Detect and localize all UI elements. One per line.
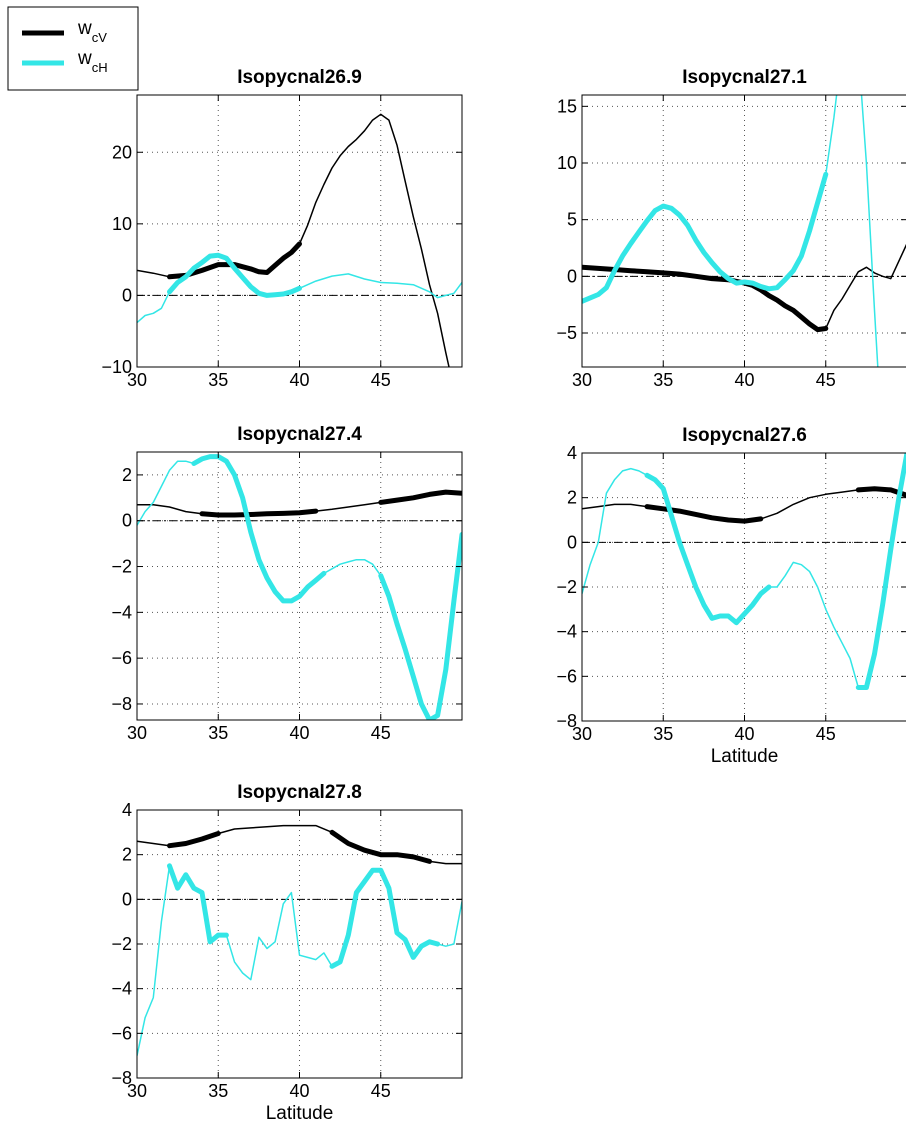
x-tick-label: 35 xyxy=(653,724,673,744)
legend-label-wcH: wcH xyxy=(77,48,108,75)
panel-title: Isopycnal27.6 xyxy=(682,425,807,446)
panel-title: Isopycnal26.9 xyxy=(237,67,362,88)
y-tick-label: 5 xyxy=(567,210,577,230)
x-axis-label: Latitude xyxy=(711,746,779,767)
x-tick-label: 45 xyxy=(371,1081,391,1101)
series-wcH-bold-segment xyxy=(167,252,302,298)
series-wcV-bold-segment xyxy=(644,504,764,524)
y-tick-label: −8 xyxy=(556,711,577,731)
series-wcV-line xyxy=(582,243,906,331)
series-wcH-bold-segment xyxy=(191,454,327,604)
y-tick-label: 15 xyxy=(557,96,577,116)
y-tick-label: 0 xyxy=(122,285,132,305)
y-tick-label: −4 xyxy=(111,602,132,622)
y-tick-label: 0 xyxy=(567,266,577,286)
series-wcH-bold-segment xyxy=(855,453,906,690)
x-tick-label: 40 xyxy=(289,1081,309,1101)
x-tick-label: 40 xyxy=(289,370,309,390)
series-wcV-bold-segment xyxy=(167,241,302,280)
y-tick-label: 0 xyxy=(122,511,132,531)
series-wcH-bold-segment xyxy=(329,867,441,969)
y-tick-label: −6 xyxy=(556,666,577,686)
panel-title: Isopycnal27.1 xyxy=(682,67,807,88)
y-tick-label: −4 xyxy=(111,979,132,999)
x-tick-label: 40 xyxy=(734,724,754,744)
y-tick-label: −4 xyxy=(556,622,577,642)
y-tick-label: 10 xyxy=(557,153,577,173)
x-tick-label: 35 xyxy=(208,1081,228,1101)
x-axis-label: Latitude xyxy=(266,1103,334,1124)
y-tick-label: 4 xyxy=(567,443,577,463)
x-tick-label: 30 xyxy=(127,1081,147,1101)
x-tick-label: 40 xyxy=(734,370,754,390)
series-wcV-bold-segment xyxy=(378,489,462,505)
y-tick-label: −5 xyxy=(556,323,577,343)
panel-title: Isopycnal27.4 xyxy=(237,424,362,445)
legend-label-wcV: wcV xyxy=(77,18,107,45)
series-wcV-bold-segment xyxy=(167,831,221,849)
panel-4: 30 35 40 45 −8 −6 −4 −2 0 2 4 Isopycnal27.8 Latitude xyxy=(111,782,463,1124)
y-tick-label: 0 xyxy=(122,889,132,909)
panel-1: 30 35 40 45 −5 0 5 10 15 Isopycnal27.1 xyxy=(556,67,906,390)
x-tick-label: 30 xyxy=(127,723,147,743)
y-tick-label: 20 xyxy=(112,142,132,162)
y-tick-label: −2 xyxy=(111,557,132,577)
x-tick-label: 45 xyxy=(816,370,836,390)
y-tick-label: 10 xyxy=(112,214,132,234)
y-tick-label: 2 xyxy=(567,488,577,508)
x-tick-label: 35 xyxy=(208,370,228,390)
x-tick-label: 45 xyxy=(371,723,391,743)
y-tick-label: −6 xyxy=(111,648,132,668)
y-tick-label: −8 xyxy=(111,1068,132,1088)
series-wcH-bold-segment xyxy=(644,472,772,626)
legend-box xyxy=(7,6,139,91)
series-wcH-bold-segment xyxy=(378,532,462,720)
y-tick-label: 2 xyxy=(122,465,132,485)
x-tick-label: 45 xyxy=(371,370,391,390)
x-tick-label: 35 xyxy=(653,370,673,390)
x-tick-label: 35 xyxy=(208,723,228,743)
series-wcH-bold-segment xyxy=(167,863,229,945)
y-tick-label: −8 xyxy=(111,694,132,714)
panel-2: 30 35 40 45 −8 −6 −4 −2 0 2 Isopycnal27.4 xyxy=(111,424,463,743)
panel-3: 30 35 40 45 −8 −6 −4 −2 0 2 4 Isopycnal27.6 Latitude xyxy=(556,425,906,767)
series-wcV-bold-segment xyxy=(199,508,319,518)
y-tick-label: 0 xyxy=(567,532,577,552)
series-wcV-bold-segment xyxy=(329,829,432,864)
x-tick-label: 45 xyxy=(816,724,836,744)
y-tick-label: −2 xyxy=(556,577,577,597)
series-group xyxy=(582,95,906,367)
y-tick-label: −2 xyxy=(111,934,132,954)
x-tick-label: 40 xyxy=(289,723,309,743)
y-tick-label: 4 xyxy=(122,800,132,820)
series-group xyxy=(137,824,462,1056)
x-tick-label: 30 xyxy=(127,370,147,390)
panel-0: 30 35 40 45 −10 0 10 20 Isopycnal26.9 xyxy=(101,67,463,390)
series-group xyxy=(137,454,462,720)
y-tick-label: −10 xyxy=(101,357,132,377)
series-group xyxy=(137,113,462,367)
x-tick-label: 30 xyxy=(572,370,592,390)
panel-title: Isopycnal27.8 xyxy=(237,782,362,803)
legend: wcV wcH xyxy=(7,6,139,91)
y-tick-label: −6 xyxy=(111,1023,132,1043)
series-group xyxy=(582,453,906,690)
series-wcH-bold-segment xyxy=(582,171,829,304)
x-tick-label: 30 xyxy=(572,724,592,744)
y-tick-label: 2 xyxy=(122,845,132,865)
